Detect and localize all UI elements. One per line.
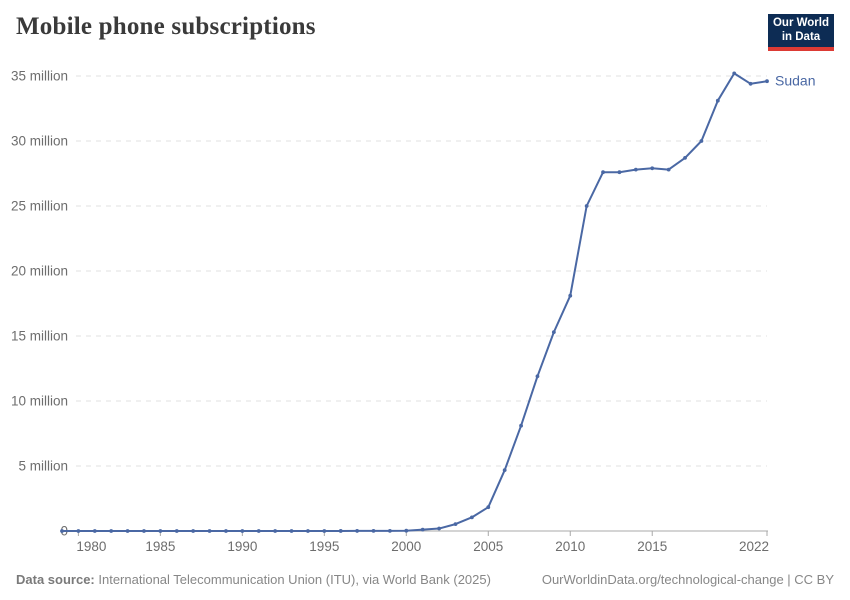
data-point[interactable] — [551, 330, 556, 334]
data-point[interactable] — [256, 529, 261, 533]
data-point[interactable] — [617, 170, 622, 175]
data-point[interactable] — [683, 156, 687, 160]
x-axis-tick-label: 2015 — [637, 539, 667, 554]
data-point[interactable] — [338, 529, 343, 533]
data-source-note: Data source: International Telecommunica… — [16, 572, 491, 587]
y-axis-tick-label: 25 million — [11, 199, 68, 214]
y-axis-tick-label: 20 million — [11, 264, 68, 279]
data-point[interactable] — [306, 529, 310, 533]
data-point[interactable] — [699, 139, 704, 143]
data-point[interactable] — [535, 374, 540, 379]
data-point[interactable] — [76, 529, 81, 533]
data-point[interactable] — [207, 529, 212, 533]
data-source-label: Data source: — [16, 572, 95, 587]
data-point[interactable] — [109, 529, 114, 533]
data-point[interactable] — [191, 529, 196, 533]
data-point[interactable] — [273, 529, 278, 533]
data-point[interactable] — [142, 529, 146, 533]
data-point[interactable] — [355, 529, 360, 533]
data-line[interactable] — [61, 72, 768, 532]
owid-logo-line1: Our World — [772, 16, 829, 29]
data-point[interactable] — [502, 468, 507, 473]
x-axis-tick-label: 2022 — [739, 539, 769, 554]
data-point[interactable] — [224, 529, 228, 533]
data-point[interactable] — [453, 522, 458, 527]
x-axis-tick-label: 2005 — [473, 539, 503, 554]
y-axis-tick-label: 35 million — [11, 69, 68, 84]
data-point[interactable] — [732, 71, 737, 76]
x-axis-tick-label: 1990 — [227, 539, 257, 554]
x-axis-tick-label: 1995 — [309, 539, 339, 554]
x-axis-tick-label: 2010 — [555, 539, 585, 554]
data-point[interactable] — [371, 528, 376, 533]
y-axis-tick-label: 30 million — [11, 134, 68, 149]
data-source-value: International Telecommunication Union (I… — [94, 572, 491, 587]
data-point[interactable] — [322, 529, 327, 533]
data-point[interactable] — [174, 529, 179, 533]
y-axis-tick-label: 10 million — [11, 394, 68, 409]
data-point[interactable] — [420, 527, 425, 532]
data-point[interactable] — [765, 79, 769, 84]
data-point[interactable] — [388, 528, 392, 533]
data-point[interactable] — [486, 505, 491, 510]
owid-logo[interactable]: Our World in Data — [768, 14, 834, 51]
data-point[interactable] — [60, 529, 64, 533]
data-point[interactable] — [666, 167, 671, 172]
data-point[interactable] — [437, 526, 441, 531]
data-point[interactable] — [404, 528, 409, 533]
y-axis-tick-label: 15 million — [11, 329, 68, 344]
data-point[interactable] — [519, 423, 523, 428]
data-point[interactable] — [584, 204, 589, 208]
owid-logo-line2: in Data — [781, 30, 821, 43]
data-point[interactable] — [158, 529, 163, 533]
data-point[interactable] — [125, 529, 130, 533]
footer-citation-link[interactable]: OurWorldinData.org/technological-change … — [541, 572, 834, 587]
data-point[interactable] — [568, 293, 573, 298]
x-axis-tick-label: 1980 — [76, 539, 106, 554]
data-point[interactable] — [650, 166, 655, 171]
x-axis-tick-label: 2000 — [391, 539, 421, 554]
chart-footer: Data source: International Telecommunica… — [16, 572, 834, 587]
chart-title: Mobile phone subscriptions — [16, 13, 316, 40]
y-axis-tick-label: 5 million — [18, 459, 68, 474]
data-point[interactable] — [289, 529, 294, 533]
x-axis-tick-label: 1985 — [145, 539, 175, 554]
data-point[interactable] — [469, 515, 474, 520]
data-point[interactable] — [601, 170, 605, 175]
data-point[interactable] — [92, 529, 97, 533]
data-point[interactable] — [748, 81, 753, 86]
data-point[interactable] — [715, 98, 720, 103]
data-point[interactable] — [633, 167, 638, 172]
series-end-label[interactable]: Sudan — [775, 73, 815, 89]
data-point[interactable] — [240, 529, 245, 533]
